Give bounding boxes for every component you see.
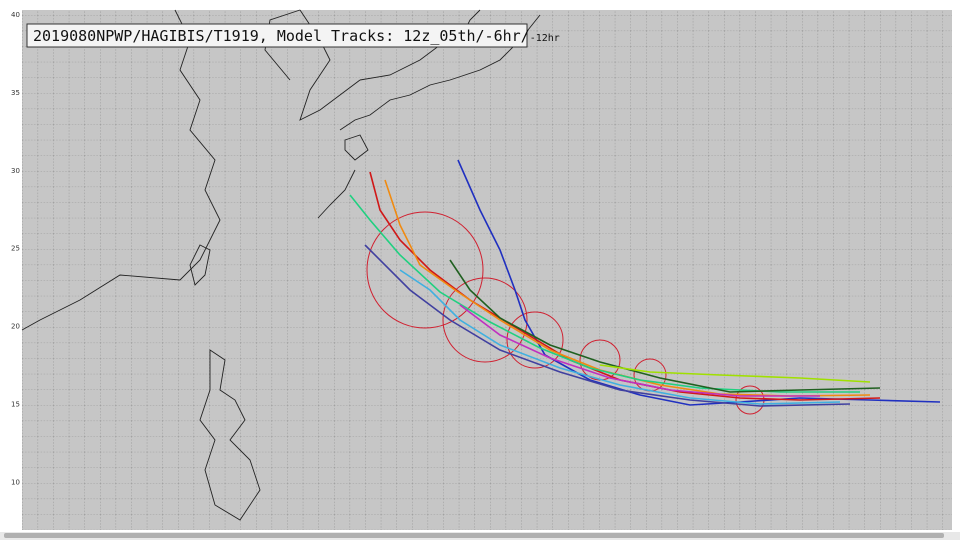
title-main: 2019080NPWP/HAGIBIS/T1919, Model Tracks:…	[33, 27, 530, 45]
track	[384, 179, 871, 397]
track	[457, 159, 941, 406]
scrollbar-thumb[interactable]	[4, 533, 944, 538]
latitude-labels: 40 35 30 25 20 15 10	[11, 11, 20, 486]
latitude-label: 15	[11, 401, 20, 409]
latitude-label: 20	[11, 323, 20, 331]
title: 2019080NPWP/HAGIBIS/T1919, Model Tracks:…	[33, 27, 560, 45]
latitude-label: 30	[11, 167, 20, 175]
uncertainty-ring	[366, 211, 484, 329]
map-grid	[22, 10, 952, 530]
track	[449, 259, 881, 393]
latitude-label: 10	[11, 478, 20, 486]
latitude-label: 25	[11, 245, 20, 253]
track	[369, 171, 881, 401]
title-box	[26, 23, 528, 48]
track	[364, 244, 851, 407]
track	[459, 304, 820, 397]
uncertainty-ring	[506, 311, 564, 369]
track	[599, 364, 871, 383]
track	[349, 194, 860, 393]
latitude-label: 35	[11, 89, 20, 97]
title-suffix: -12hr	[530, 33, 560, 44]
latitude-label: 40	[11, 11, 20, 19]
model-tracks	[349, 159, 941, 415]
uncertainty-ring	[442, 277, 528, 363]
track	[399, 269, 841, 405]
